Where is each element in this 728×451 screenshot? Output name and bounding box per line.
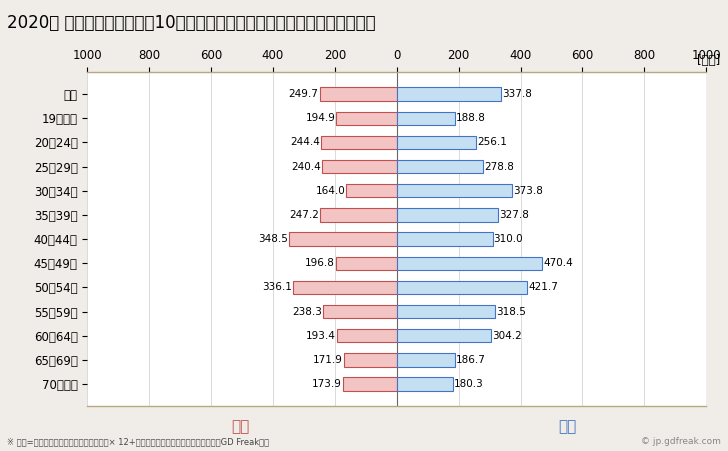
Bar bbox=[397, 232, 493, 246]
Text: 247.2: 247.2 bbox=[290, 210, 320, 220]
Bar bbox=[343, 377, 397, 391]
Bar bbox=[397, 353, 454, 367]
Bar bbox=[321, 136, 397, 149]
Text: 女性: 女性 bbox=[231, 419, 250, 434]
Bar bbox=[323, 305, 397, 318]
Text: 171.9: 171.9 bbox=[313, 355, 343, 365]
Bar bbox=[320, 87, 397, 101]
Bar bbox=[336, 111, 397, 125]
Text: 196.8: 196.8 bbox=[305, 258, 335, 268]
Bar bbox=[397, 208, 498, 221]
Bar bbox=[397, 111, 455, 125]
Text: ※ 年収=「きまって支給する現金給与額」× 12+「年間賞与その他特別給与額」としてGD Freak推計: ※ 年収=「きまって支給する現金給与額」× 12+「年間賞与その他特別給与額」と… bbox=[7, 437, 269, 446]
Text: 男性: 男性 bbox=[558, 419, 577, 434]
Bar bbox=[323, 160, 397, 173]
Text: 318.5: 318.5 bbox=[496, 307, 526, 317]
Text: 173.9: 173.9 bbox=[312, 379, 342, 389]
Bar bbox=[289, 232, 397, 246]
Text: [万円]: [万円] bbox=[697, 54, 721, 67]
Text: 194.9: 194.9 bbox=[306, 113, 336, 123]
Bar bbox=[397, 136, 476, 149]
Text: 336.1: 336.1 bbox=[262, 282, 292, 292]
Bar bbox=[397, 184, 513, 198]
Bar bbox=[397, 87, 502, 101]
Text: 186.7: 186.7 bbox=[456, 355, 486, 365]
Text: 249.7: 249.7 bbox=[289, 89, 319, 99]
Bar bbox=[293, 281, 397, 294]
Bar bbox=[397, 329, 491, 342]
Text: 304.2: 304.2 bbox=[492, 331, 521, 341]
Bar bbox=[337, 329, 397, 342]
Text: 244.4: 244.4 bbox=[290, 137, 320, 147]
Text: 180.3: 180.3 bbox=[454, 379, 483, 389]
Text: 327.8: 327.8 bbox=[499, 210, 529, 220]
Text: 310.0: 310.0 bbox=[494, 234, 523, 244]
Text: 2020年 民間企業（従業者数10人以上）フルタイム労働者の男女別平均年収: 2020年 民間企業（従業者数10人以上）フルタイム労働者の男女別平均年収 bbox=[7, 14, 376, 32]
Text: 348.5: 348.5 bbox=[258, 234, 288, 244]
Text: 256.1: 256.1 bbox=[477, 137, 507, 147]
Bar bbox=[397, 160, 483, 173]
Bar bbox=[397, 281, 527, 294]
Text: 238.3: 238.3 bbox=[292, 307, 322, 317]
Bar bbox=[397, 377, 453, 391]
Text: © jp.gdfreak.com: © jp.gdfreak.com bbox=[641, 437, 721, 446]
Text: 373.8: 373.8 bbox=[513, 186, 543, 196]
Bar bbox=[336, 257, 397, 270]
Text: 278.8: 278.8 bbox=[484, 161, 514, 171]
Text: 164.0: 164.0 bbox=[315, 186, 345, 196]
Bar bbox=[320, 208, 397, 221]
Bar bbox=[397, 257, 542, 270]
Bar bbox=[397, 305, 495, 318]
Bar bbox=[344, 353, 397, 367]
Text: 421.7: 421.7 bbox=[528, 282, 558, 292]
Text: 193.4: 193.4 bbox=[306, 331, 336, 341]
Text: 470.4: 470.4 bbox=[543, 258, 573, 268]
Bar bbox=[346, 184, 397, 198]
Text: 337.8: 337.8 bbox=[502, 89, 532, 99]
Text: 240.4: 240.4 bbox=[292, 161, 322, 171]
Text: 188.8: 188.8 bbox=[456, 113, 486, 123]
